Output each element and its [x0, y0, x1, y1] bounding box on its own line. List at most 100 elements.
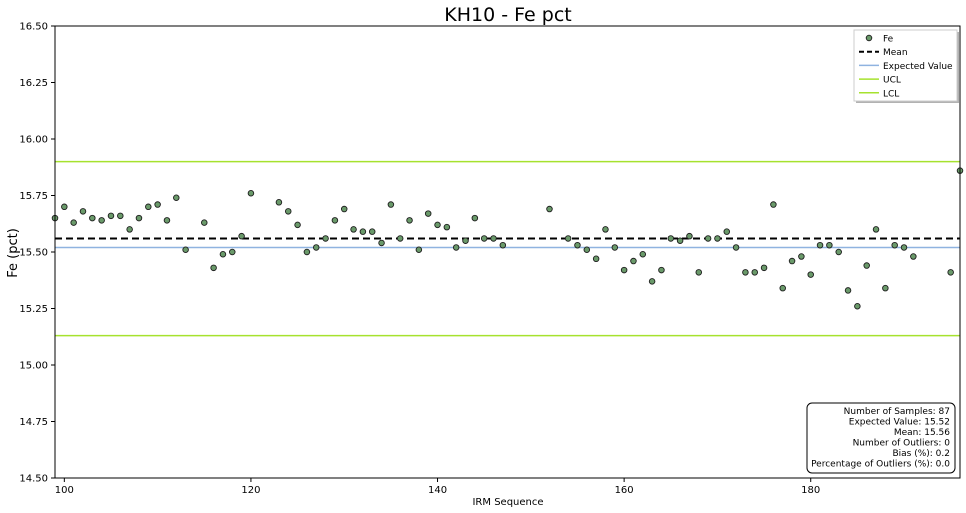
data-point: [135, 214, 143, 222]
data-point: [210, 264, 217, 272]
data-point: [686, 232, 693, 240]
data-point: [611, 244, 619, 251]
legend-label: Fe: [883, 35, 894, 45]
stat-line: Mean: 15.56: [894, 428, 950, 438]
data-point: [331, 217, 339, 224]
data-point: [826, 241, 833, 249]
data-point: [667, 235, 675, 242]
data-point: [490, 235, 497, 242]
data-point: [154, 201, 161, 208]
y-tick-label: 16.00: [19, 135, 48, 146]
data-point: [79, 208, 87, 215]
data-point: [676, 237, 684, 244]
data-point: [201, 219, 208, 226]
data-point: [238, 232, 245, 240]
data-point: [574, 241, 581, 249]
plot-frame: [54, 25, 961, 479]
data-point: [798, 253, 805, 260]
y-tick-label: 16.50: [19, 22, 48, 33]
axis-ticks: 100 120 140 160 180 14.50 14.75 15.00 15.25 15.50…: [19, 22, 820, 497]
data-point: [900, 244, 908, 251]
data-point: [406, 217, 413, 224]
legend-label: Mean: [883, 48, 908, 58]
data-point: [117, 212, 124, 220]
data-point: [107, 212, 115, 220]
data-point: [770, 201, 777, 208]
y-tick-label: 16.25: [19, 78, 48, 89]
data-point: [350, 226, 357, 233]
data-point: [462, 237, 469, 244]
y-tick-label: 15.75: [19, 191, 48, 202]
data-point: [760, 264, 768, 272]
legend-marker: [865, 34, 873, 42]
stat-line: Number of Samples: 87: [844, 407, 950, 417]
data-point: [229, 248, 236, 256]
data-point: [145, 203, 152, 211]
data-point: [443, 223, 451, 231]
data-point: [723, 228, 731, 235]
data-point: [742, 269, 749, 276]
data-point: [732, 244, 740, 251]
data-point: [602, 226, 609, 233]
data-point: [779, 284, 786, 292]
data-point: [788, 257, 796, 265]
x-tick-label: 140: [428, 485, 447, 496]
data-point: [499, 241, 507, 249]
data-point: [275, 199, 283, 206]
data-point: [359, 228, 367, 235]
data-point: [61, 203, 68, 211]
data-point: [126, 226, 133, 233]
data-point: [592, 255, 600, 263]
data-point: [452, 244, 460, 251]
data-point: [182, 246, 189, 253]
y-tick-label: 14.75: [19, 417, 48, 428]
data-point: [751, 269, 758, 276]
statistics-box-frame: [806, 402, 956, 474]
data-point: [173, 194, 180, 202]
legend-label: Expected Value: [883, 62, 953, 72]
x-tick-label: 120: [241, 485, 260, 496]
data-point: [434, 221, 441, 229]
data-point: [368, 228, 376, 235]
data-point: [70, 219, 77, 226]
y-axis-label: Fe (pct): [6, 228, 21, 278]
data-point: [163, 217, 171, 224]
stat-line: Percentage of Outliers (%): 0.0: [811, 460, 950, 470]
x-tick-label: 100: [55, 485, 74, 496]
y-tick-label: 15.50: [19, 248, 48, 259]
stat-line: Bias (%): 0.2: [892, 449, 950, 459]
data-point: [415, 246, 423, 253]
data-point: [714, 235, 721, 242]
stat-line: Expected Value: 15.52: [849, 418, 950, 428]
data-point: [844, 287, 852, 294]
data-point: [546, 205, 553, 213]
data-point: [312, 244, 320, 251]
data-point: [471, 214, 479, 222]
data-point: [396, 235, 404, 242]
data-point: [882, 284, 889, 292]
data-point: [648, 278, 656, 285]
data-point: [872, 226, 880, 233]
data-point: [704, 235, 712, 242]
data-point: [695, 269, 703, 276]
chart-title: KH10 - Fe pct: [444, 4, 571, 26]
data-point: [89, 214, 96, 222]
data-point: [658, 266, 665, 274]
data-point: [620, 266, 628, 274]
data-point: [630, 257, 637, 265]
data-point: [247, 189, 255, 197]
x-axis-label: IRM Sequence: [472, 497, 543, 508]
legend: Fe Mean Expected Value UCL LCL: [853, 29, 959, 103]
data-point: [480, 235, 488, 242]
x-tick-label: 180: [801, 485, 820, 496]
plot-area: [51, 160, 964, 337]
data-point: [891, 241, 898, 249]
data-point: [564, 235, 572, 242]
y-tick-label: 14.50: [19, 474, 48, 485]
data-point: [910, 253, 917, 260]
data-point: [807, 271, 814, 278]
y-tick-label: 15.25: [19, 304, 48, 315]
legend-label: LCL: [883, 89, 899, 99]
